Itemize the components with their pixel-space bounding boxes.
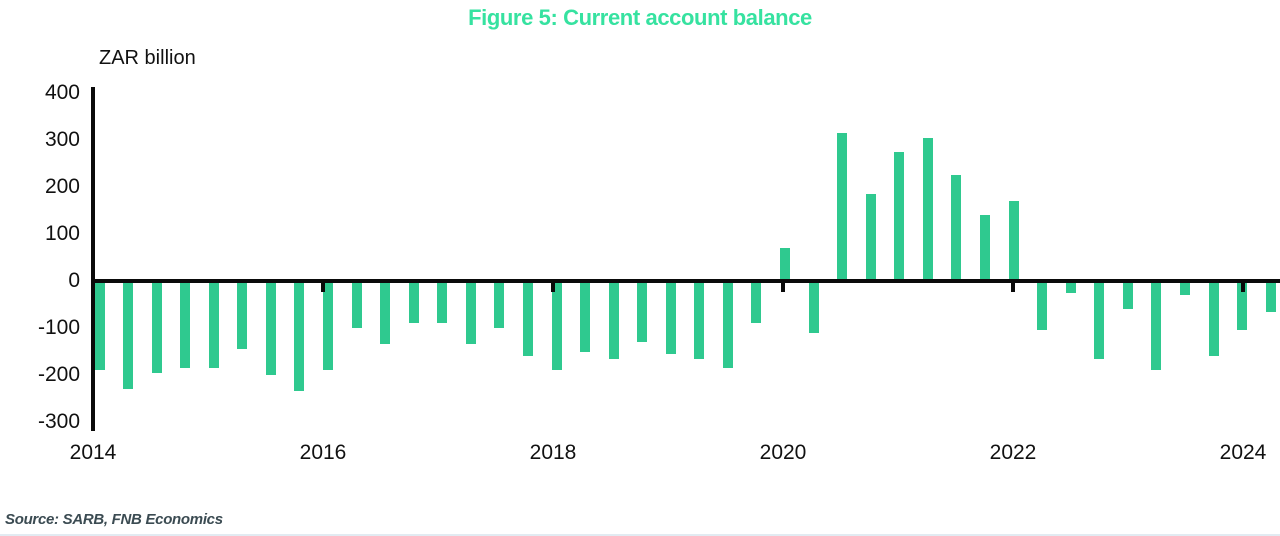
bar-2018-q3 <box>608 281 619 359</box>
bar-2020-q4 <box>865 194 876 281</box>
x-axis-tick-2020 <box>781 281 785 292</box>
x-axis-tick-2016 <box>321 281 325 292</box>
bar-2023-q4 <box>1208 281 1219 357</box>
bar-2016-q3 <box>380 281 391 345</box>
bar-2022-q4 <box>1094 281 1105 359</box>
bar-2017-q1 <box>437 281 448 324</box>
bar-2022-q3 <box>1065 281 1076 293</box>
bar-2015-q4 <box>294 281 305 392</box>
bar-2020-q3 <box>837 132 848 281</box>
bar-2020-q1 <box>780 248 791 281</box>
x-axis-tick-2022 <box>1011 281 1015 292</box>
bar-2014-q2 <box>123 281 134 390</box>
y-tick-label-0: 0 <box>68 269 80 292</box>
y-axis-line <box>91 87 95 431</box>
bar-2019-q2 <box>694 281 705 359</box>
bar-2024-q1 <box>1237 281 1248 331</box>
bar-2017-q2 <box>465 281 476 345</box>
y-tick-label--300: -300 <box>37 410 80 433</box>
bar-2023-q2 <box>1151 281 1162 371</box>
bar-2021-q4 <box>980 215 990 281</box>
y-tick-label-300: 300 <box>44 128 80 151</box>
bar-2016-q4 <box>408 281 419 324</box>
y-tick-label-200: 200 <box>44 175 80 198</box>
y-tick-label-400: 400 <box>44 81 80 104</box>
x-tick-label-2016: 2016 <box>299 441 347 464</box>
bar-2015-q2 <box>237 281 248 350</box>
bar-2019-q1 <box>665 281 676 354</box>
bar-2019-q3 <box>722 281 733 368</box>
x-tick-label-2024: 2024 <box>1219 441 1267 464</box>
bar-2022-q2 <box>1037 281 1048 331</box>
bar-2022-q1 <box>1008 201 1019 281</box>
bar-2021-q2 <box>922 137 933 281</box>
x-axis-zero-line <box>91 279 1280 283</box>
bar-2023-q3 <box>1179 281 1190 296</box>
bar-2018-q4 <box>637 281 648 343</box>
bar-2017-q4 <box>522 281 533 357</box>
x-axis-tick-2018 <box>551 281 555 292</box>
bar-2016-q1 <box>323 281 334 371</box>
x-tick-label-2018: 2018 <box>529 441 577 464</box>
bar-2014-q4 <box>180 281 191 368</box>
y-tick-label-100: 100 <box>44 222 80 245</box>
y-axis-unit-label: ZAR billion <box>99 47 196 69</box>
chart-title: Figure 5: Current account balance <box>468 5 812 30</box>
bar-2014-q1 <box>94 281 105 371</box>
x-tick-label-2020: 2020 <box>759 441 807 464</box>
x-tick-label-2022: 2022 <box>989 441 1037 464</box>
bar-2023-q1 <box>1122 281 1133 310</box>
bar-2016-q2 <box>351 281 362 328</box>
bar-2014-q3 <box>151 281 162 373</box>
y-tick-label--100: -100 <box>37 316 80 339</box>
source-note: Source: SARB, FNB Economics <box>5 511 223 528</box>
x-axis-tick-2024 <box>1241 281 1245 292</box>
y-tick-label--200: -200 <box>37 363 80 386</box>
x-tick-label-2014: 2014 <box>69 441 117 464</box>
bar-2020-q2 <box>808 281 819 333</box>
bar-2015-q1 <box>208 281 219 368</box>
bar-2018-q1 <box>551 281 562 371</box>
bar-2017-q3 <box>494 281 505 328</box>
bar-2021-q1 <box>894 151 905 281</box>
bar-2019-q4 <box>751 281 762 324</box>
bar-2021-q3 <box>951 175 962 281</box>
bottom-border-strip <box>0 534 1280 536</box>
bar-2018-q2 <box>580 281 591 352</box>
bar-2024-q2 <box>1265 281 1276 312</box>
bar-2015-q3 <box>265 281 276 375</box>
